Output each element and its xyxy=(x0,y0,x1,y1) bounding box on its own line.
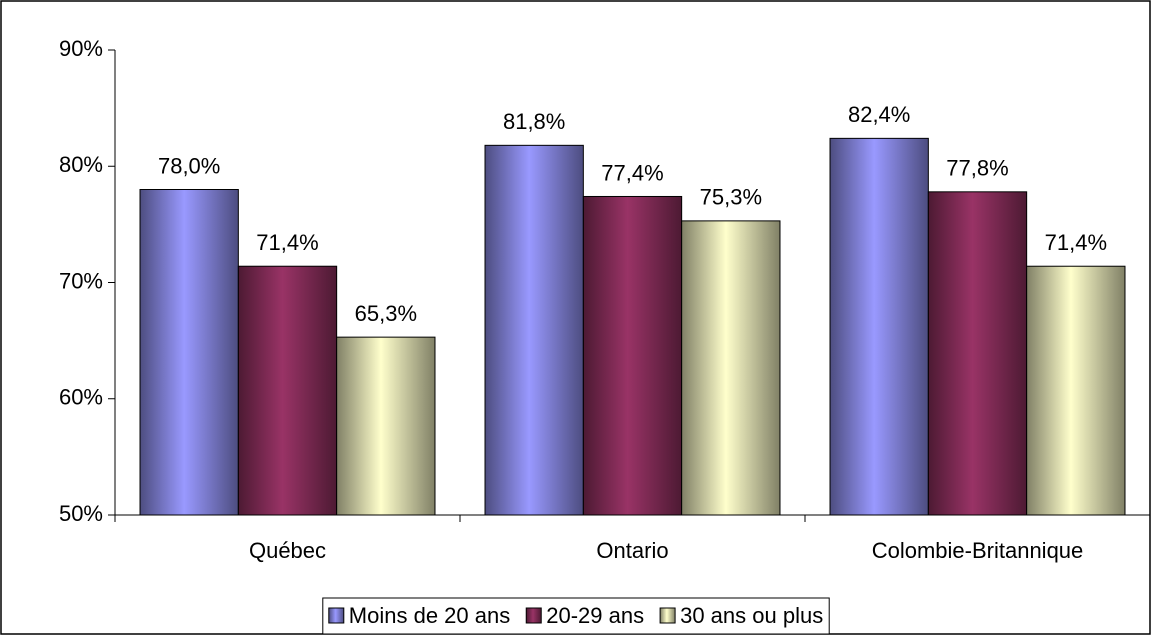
y-tick-label: 90% xyxy=(59,36,103,61)
legend-swatch xyxy=(328,607,345,624)
value-label: 75,3% xyxy=(700,185,762,210)
legend-label: Moins de 20 ans xyxy=(349,603,510,628)
legend-label: 30 ans ou plus xyxy=(680,603,823,628)
bar xyxy=(484,144,584,516)
value-label: 77,4% xyxy=(601,160,663,185)
value-label: 77,8% xyxy=(946,156,1008,181)
value-label: 71,4% xyxy=(256,230,318,255)
legend-box xyxy=(322,597,830,635)
y-tick-label: 80% xyxy=(59,152,103,177)
bar xyxy=(829,137,929,516)
legend-label: 20-29 ans xyxy=(546,603,644,628)
value-label: 71,4% xyxy=(1045,230,1107,255)
value-label: 78,0% xyxy=(158,153,220,178)
value-label: 81,8% xyxy=(503,109,565,134)
bar xyxy=(1026,265,1126,516)
x-tick-label: Québec xyxy=(249,538,326,563)
x-tick-label: Colombie-Britannique xyxy=(872,538,1084,563)
bar xyxy=(237,265,338,516)
y-tick-label: 70% xyxy=(59,268,103,293)
legend: Moins de 20 ans 20-29 ans 30 ans ou plus xyxy=(322,597,830,635)
bar xyxy=(681,220,781,516)
bar xyxy=(927,191,1028,516)
x-tick-label: Ontario xyxy=(596,538,668,563)
y-tick-label: 60% xyxy=(59,385,103,410)
bar xyxy=(336,336,436,516)
bar xyxy=(139,189,239,516)
value-label: 82,4% xyxy=(848,102,910,127)
legend-swatch xyxy=(525,607,542,624)
bar xyxy=(582,195,683,516)
y-tick-label: 50% xyxy=(59,501,103,526)
value-label: 65,3% xyxy=(355,301,417,326)
legend-swatch xyxy=(659,607,676,624)
